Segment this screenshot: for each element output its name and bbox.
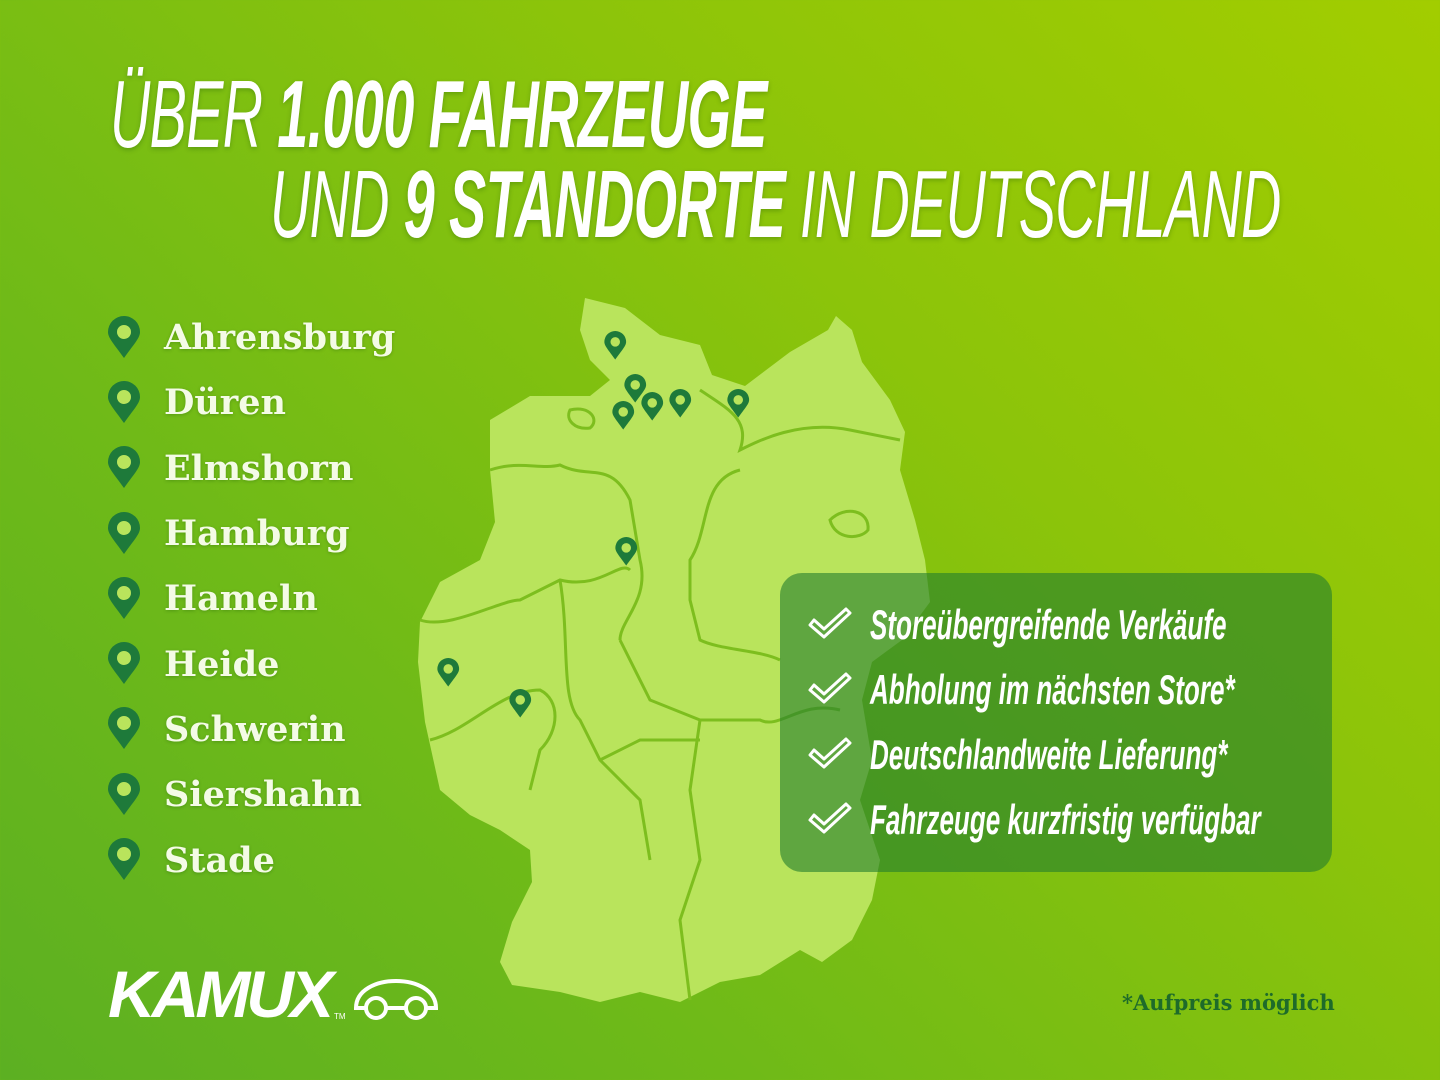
footnote: *Aufpreis möglich: [1122, 990, 1335, 1015]
map-pin-icon: [108, 380, 140, 423]
headline-text: 9 STANDORTE: [403, 151, 786, 258]
map-pin-icon: [108, 511, 140, 554]
map-pin-icon: [108, 446, 140, 489]
location-name: Ahrensburg: [164, 317, 396, 359]
headline-text: IN DEUTSCHLAND: [785, 151, 1281, 258]
map-pin-icon: [108, 642, 140, 685]
feature-item: Storeübergreifende Verkäufe: [806, 595, 1440, 655]
checkmark-icon: [808, 607, 852, 639]
map-pin-icon: [615, 537, 638, 566]
map-pin-icon: [437, 658, 460, 687]
bremen-border: [567, 407, 596, 430]
map-pin-icon: [624, 374, 647, 403]
checkmark-icon: [808, 672, 852, 704]
berlin-border: [828, 509, 870, 539]
feature-text: Abholung im nächsten Store*: [870, 666, 1235, 713]
feature-text: Storeübergreifende Verkäufe: [870, 601, 1227, 648]
feature-text: Deutschlandweite Lieferung*: [870, 731, 1228, 778]
headline-text: ÜBER: [110, 61, 278, 168]
location-name: Siershahn: [164, 774, 363, 816]
map-pin-icon: [108, 315, 140, 358]
map-pin-icon: [509, 689, 532, 718]
map-pin-icon: [727, 389, 750, 418]
location-item: Ahrensburg: [106, 305, 395, 370]
feature-item: Abholung im nächsten Store*: [806, 660, 1440, 720]
map-pin-icon: [108, 772, 140, 815]
location-name: Hameln: [164, 578, 318, 620]
logo-text: KAMUX: [108, 957, 334, 1031]
location-name: Hamburg: [164, 513, 350, 555]
location-name: Stade: [164, 839, 275, 881]
headline-line-2: UND 9 STANDORTE IN DEUTSCHLAND: [270, 157, 1281, 253]
location-list: Ahrensburg Düren Elmshorn Hamburg Hameln Heid…: [106, 305, 395, 893]
location-item: Hamburg: [106, 501, 395, 566]
map-pin-icon: [612, 401, 635, 430]
location-item: Düren: [106, 370, 395, 435]
location-name: Heide: [164, 643, 280, 685]
map-pin-icon: [669, 389, 692, 418]
feature-item: Deutschlandweite Lieferung*: [806, 725, 1440, 785]
map-pin-icon: [641, 392, 664, 421]
location-name: Düren: [164, 382, 286, 424]
location-item: Hameln: [106, 566, 395, 631]
car-outline-icon: [353, 979, 438, 1020]
location-name: Schwerin: [164, 708, 346, 750]
features-box: Storeübergreifende Verkäufe Abholung im n…: [780, 573, 1332, 872]
headline-text: 1.000 FAHRZEUGE: [277, 61, 767, 168]
location-item: Stade: [106, 827, 395, 892]
location-item: Heide: [106, 631, 395, 696]
checkmark-icon: [808, 802, 852, 834]
location-item: Schwerin: [106, 697, 395, 762]
feature-text: Fahrzeuge kurzfristig verfügbar: [870, 796, 1261, 843]
trademark: TM: [334, 1012, 346, 1021]
headline-line-1: ÜBER 1.000 FAHRZEUGE: [110, 67, 767, 163]
map-pin-icon: [108, 576, 140, 619]
map-pin-icon: [108, 838, 140, 881]
feature-item: Fahrzeuge kurzfristig verfügbar: [806, 790, 1440, 850]
location-name: Elmshorn: [164, 447, 354, 489]
headline-text: UND: [270, 151, 404, 258]
map-pin-icon: [604, 331, 627, 360]
kamux-logo: KAMUX TM: [108, 957, 442, 1031]
checkmark-icon: [808, 737, 852, 769]
map-pin-icon: [108, 707, 140, 750]
location-item: Siershahn: [106, 762, 395, 827]
location-item: Elmshorn: [106, 436, 395, 501]
